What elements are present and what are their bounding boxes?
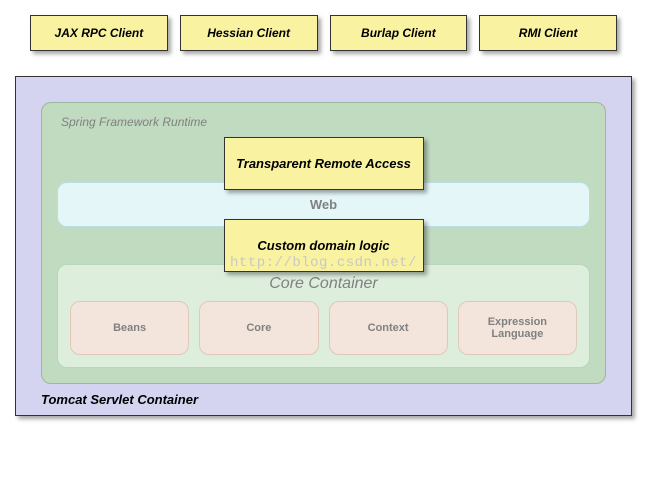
spring-runtime: Spring Framework Runtime Transparent Rem… [41, 102, 606, 384]
watermark-text: http://blog.csdn.net/ [230, 255, 417, 271]
core-module-context: Context [329, 301, 448, 355]
spring-runtime-label: Spring Framework Runtime [61, 115, 590, 129]
client-rmi: RMI Client [479, 15, 617, 51]
core-container-label: Core Container [70, 275, 577, 293]
core-modules-row: Beans Core Context Expression Language [70, 301, 577, 355]
clients-row: JAX RPC Client Hessian Client Burlap Cli… [15, 15, 632, 51]
client-jaxrpc: JAX RPC Client [30, 15, 168, 51]
tomcat-container: Spring Framework Runtime Transparent Rem… [15, 76, 632, 416]
client-hessian: Hessian Client [180, 15, 318, 51]
core-module-core: Core [199, 301, 318, 355]
tomcat-label: Tomcat Servlet Container [41, 392, 606, 407]
remote-access-box: Transparent Remote Access [224, 137, 424, 190]
core-module-expression: Expression Language [458, 301, 577, 355]
client-burlap: Burlap Client [330, 15, 468, 51]
core-container: Core Container Beans Core Context Expres… [57, 264, 590, 368]
core-module-beans: Beans [70, 301, 189, 355]
